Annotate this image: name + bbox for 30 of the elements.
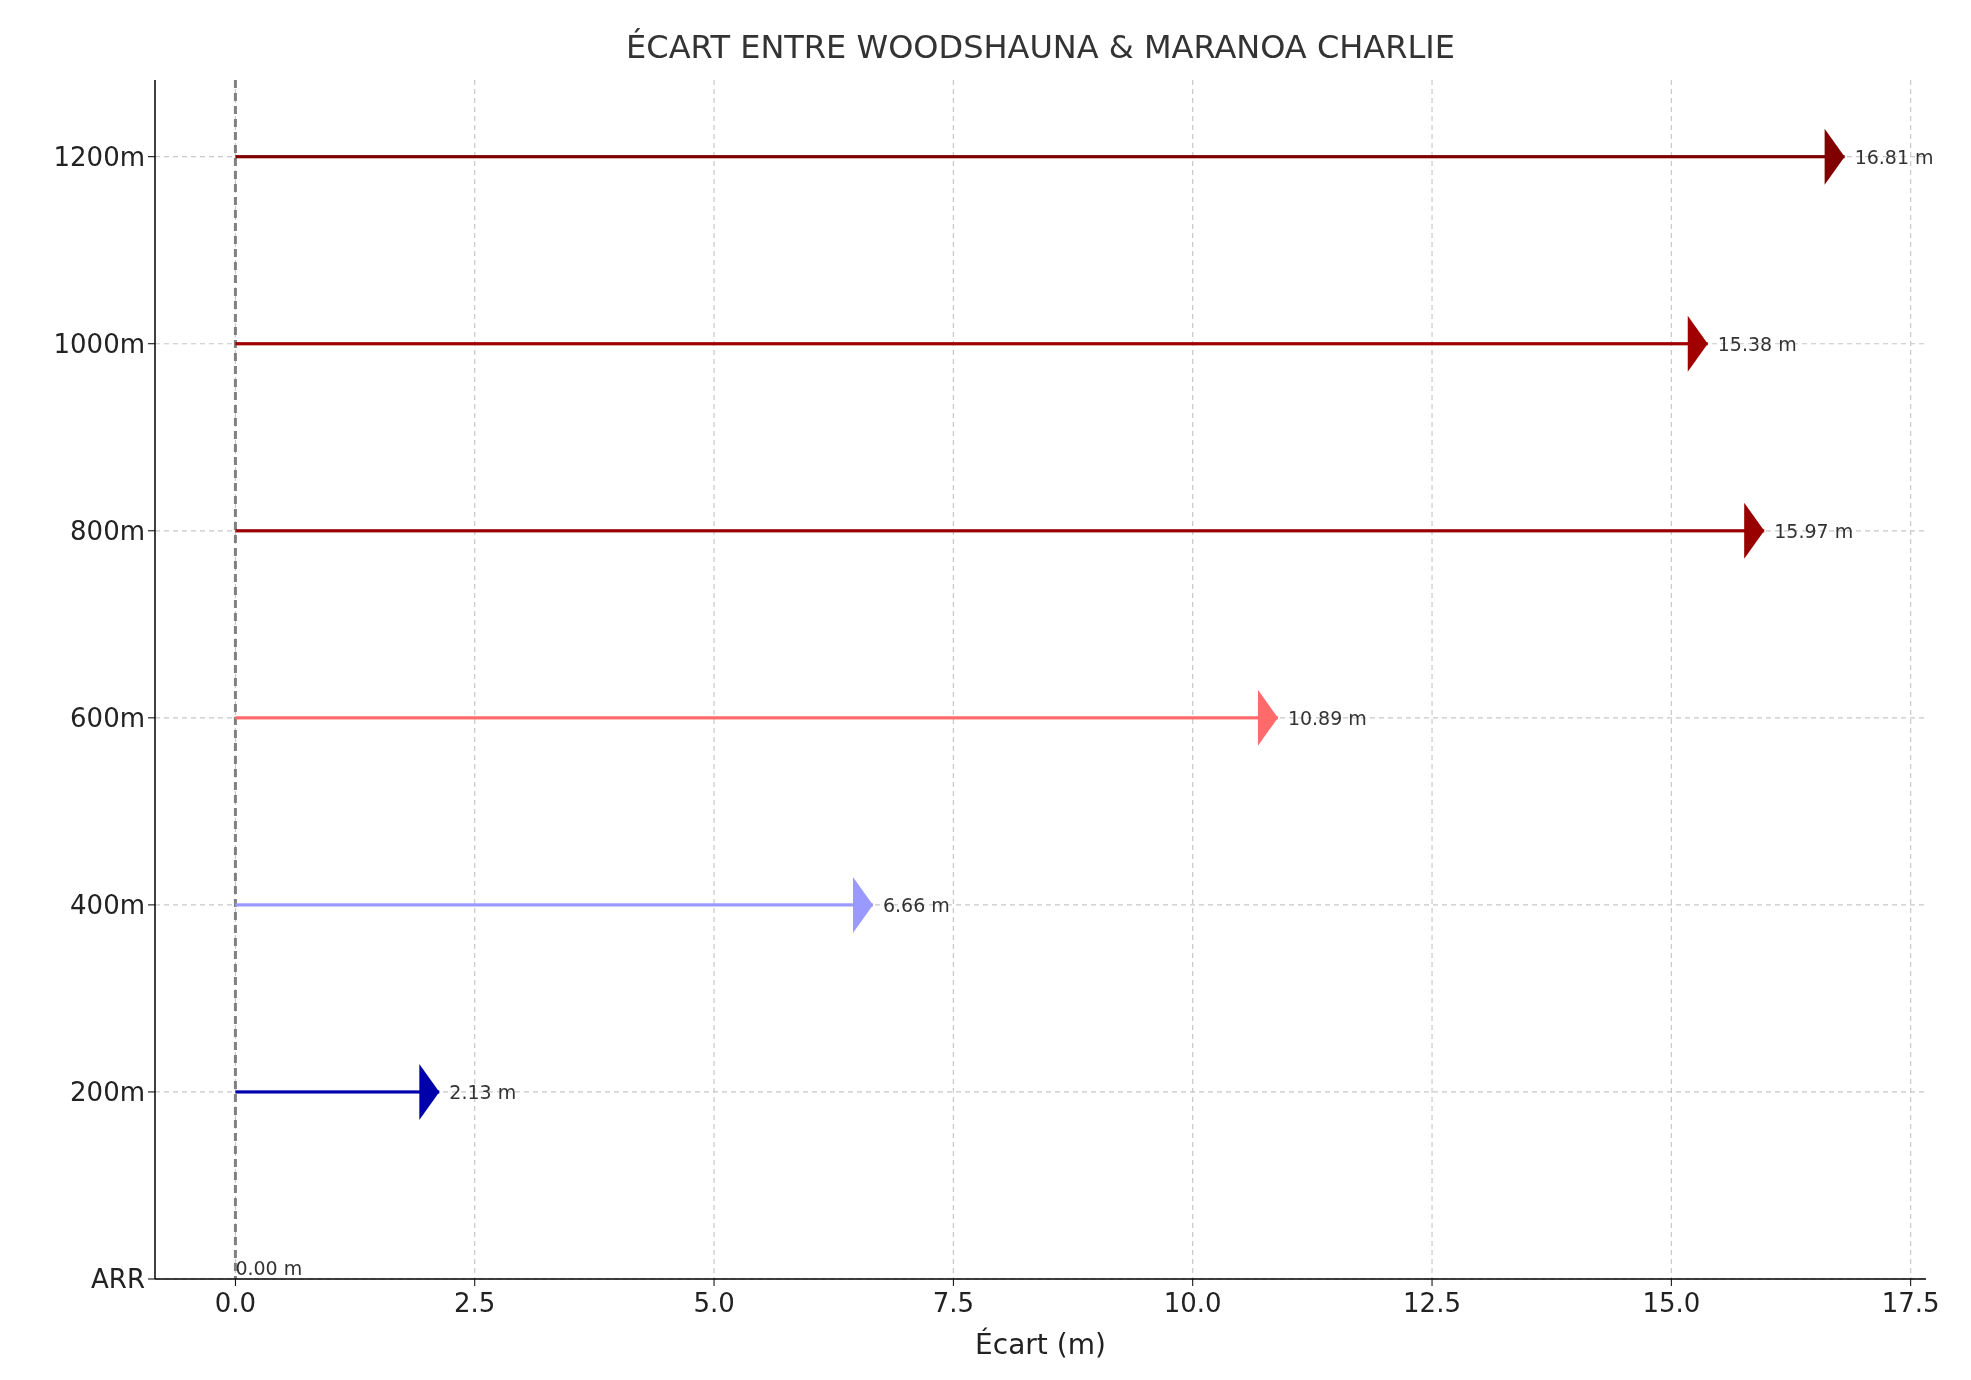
bar bbox=[235, 716, 1278, 720]
x-axis-title: Écart (m) bbox=[975, 1327, 1106, 1361]
y-tick-label: 200m bbox=[70, 1076, 145, 1107]
y-tick-label: ARR bbox=[91, 1264, 145, 1294]
y-tick-label: 1000m bbox=[53, 328, 145, 359]
bar bbox=[235, 529, 1765, 533]
data-label: 15.97 m bbox=[1774, 519, 1854, 542]
x-tick-label: 2.5 bbox=[454, 1288, 496, 1318]
bar bbox=[235, 903, 873, 907]
x-tick-label: 7.5 bbox=[932, 1288, 975, 1318]
x-tick-label: 17.5 bbox=[1881, 1288, 1940, 1318]
data-label: 0.00 m bbox=[235, 1257, 303, 1279]
bar bbox=[235, 1090, 440, 1094]
y-tick-label: 400m bbox=[70, 889, 145, 920]
x-tick-label: 0.0 bbox=[214, 1288, 257, 1318]
bar bbox=[235, 342, 1708, 346]
bar bbox=[235, 155, 1845, 159]
data-label: 16.81 m bbox=[1854, 145, 1934, 168]
chart-title: ÉCART ENTRE WOODSHAUNA & MARANOA CHARLIE bbox=[626, 28, 1455, 66]
y-tick-label: 600m bbox=[70, 702, 145, 733]
x-tick-label: 15.0 bbox=[1642, 1288, 1701, 1318]
x-tick-label: 12.5 bbox=[1403, 1288, 1461, 1318]
data-label: 10.89 m bbox=[1287, 706, 1367, 729]
x-tick-label: 10.0 bbox=[1163, 1288, 1222, 1318]
data-label: 2.13 m bbox=[449, 1080, 517, 1103]
y-tick-label: 800m bbox=[70, 515, 145, 546]
y-tick-label: 1200m bbox=[53, 141, 145, 172]
x-tick-label: 5.0 bbox=[693, 1288, 735, 1318]
data-label: 15.38 m bbox=[1717, 332, 1797, 355]
data-label: 6.66 m bbox=[882, 893, 950, 916]
